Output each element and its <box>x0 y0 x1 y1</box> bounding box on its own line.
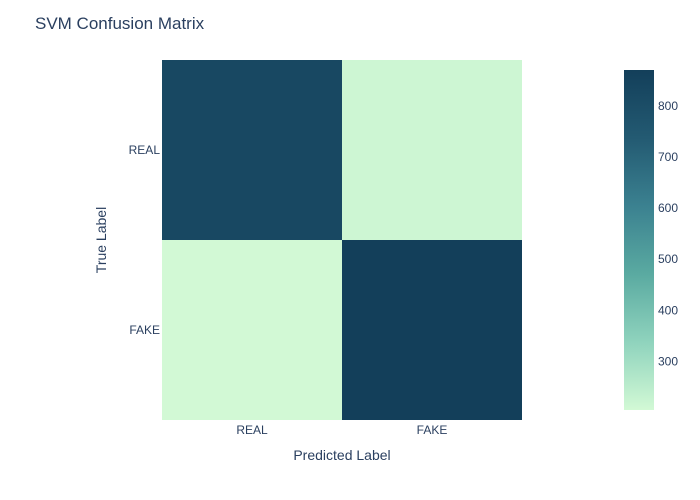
colorbar-tick-label: 500 <box>658 252 678 266</box>
colorbar-tick-label: 800 <box>658 99 678 113</box>
y-axis-ticks: REAL FAKE <box>129 143 161 337</box>
colorbar <box>624 70 654 410</box>
y-tick-label: REAL <box>129 143 161 157</box>
heatmap-cell-fake-real <box>162 240 342 420</box>
chart-title: SVM Confusion Matrix <box>35 14 205 33</box>
y-axis-title: True Label <box>93 207 109 273</box>
heatmap-cells <box>162 60 522 420</box>
heatmap-cell-real-fake <box>342 60 522 240</box>
colorbar-tick-label: 700 <box>658 150 678 164</box>
heatmap-cell-real-real <box>162 60 342 240</box>
colorbar-tick-label: 300 <box>658 354 678 368</box>
x-axis-ticks: REAL FAKE <box>236 423 447 437</box>
heatmap-cell-fake-fake <box>342 240 522 420</box>
colorbar-tick-label: 400 <box>658 303 678 317</box>
colorbar-ticks: 300 400 500 600 700 800 <box>658 99 678 369</box>
x-tick-label: FAKE <box>417 423 448 437</box>
x-axis-title: Predicted Label <box>293 447 390 463</box>
colorbar-tick-label: 600 <box>658 201 678 215</box>
y-tick-label: FAKE <box>129 323 160 337</box>
x-tick-label: REAL <box>236 423 268 437</box>
